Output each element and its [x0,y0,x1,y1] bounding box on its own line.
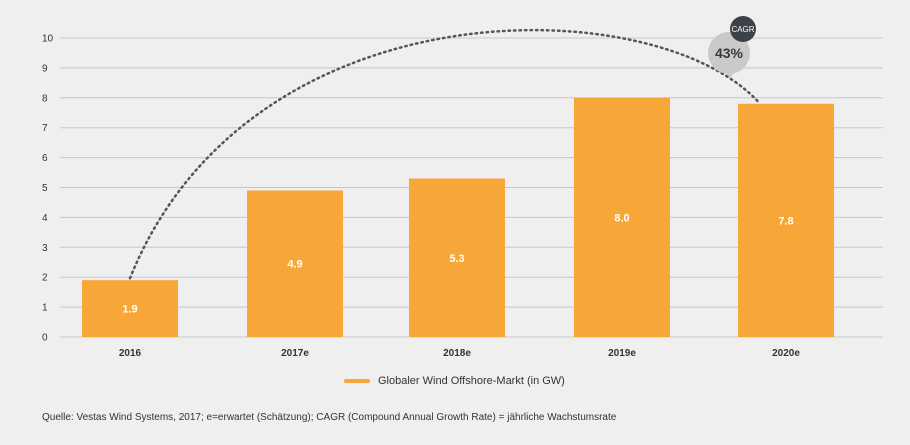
legend-swatch [344,379,370,383]
bar-value-label: 8.0 [614,212,629,224]
y-tick-label: 1 [42,303,48,314]
y-tick-label: 10 [42,34,54,45]
source-note: Quelle: Vestas Wind Systems, 2017; e=erw… [42,412,617,423]
y-tick-label: 5 [42,183,48,194]
bar-2016 [82,280,178,337]
bars [82,97,834,337]
y-tick-label: 6 [42,153,48,164]
bar-2020e [738,103,834,337]
y-tick-label: 0 [42,333,48,344]
bar-2019e [574,97,670,337]
x-tick-label: 2017e [281,348,309,359]
y-tick-label: 8 [42,93,48,104]
x-tick-label: 2016 [119,348,142,359]
bar-value-label: 5.3 [449,253,464,265]
bar-value-label: 1.9 [122,304,137,316]
bar-2018e [409,178,505,337]
y-tick-label: 9 [42,63,48,74]
y-tick-label: 2 [42,273,48,284]
y-tick-label: 7 [42,123,48,134]
y-tick-label: 3 [42,243,48,254]
bar-value-labels: 1.9 4.9 5.3 8.0 7.8 [122,212,793,315]
cagr-tag-badge: CAGR [730,16,756,42]
x-tick-label: 2020e [772,348,800,359]
cagr-trend-arc [128,28,762,280]
x-tick-label: 2018e [443,348,471,359]
y-axis-ticks: 0 1 2 3 4 5 6 7 8 9 10 [42,34,54,344]
bar-2017e [247,190,343,337]
legend-label: Globaler Wind Offshore-Markt (in GW) [378,375,565,387]
x-axis-ticks: 2016 2017e 2018e 2019e 2020e [119,348,800,359]
y-tick-label: 4 [42,213,48,224]
bar-value-label: 7.8 [778,215,793,227]
cagr-bubble-tail [724,70,736,78]
x-tick-label: 2019e [608,348,636,359]
bar-value-label: 4.9 [287,259,302,271]
legend: Globaler Wind Offshore-Markt (in GW) [344,375,565,387]
